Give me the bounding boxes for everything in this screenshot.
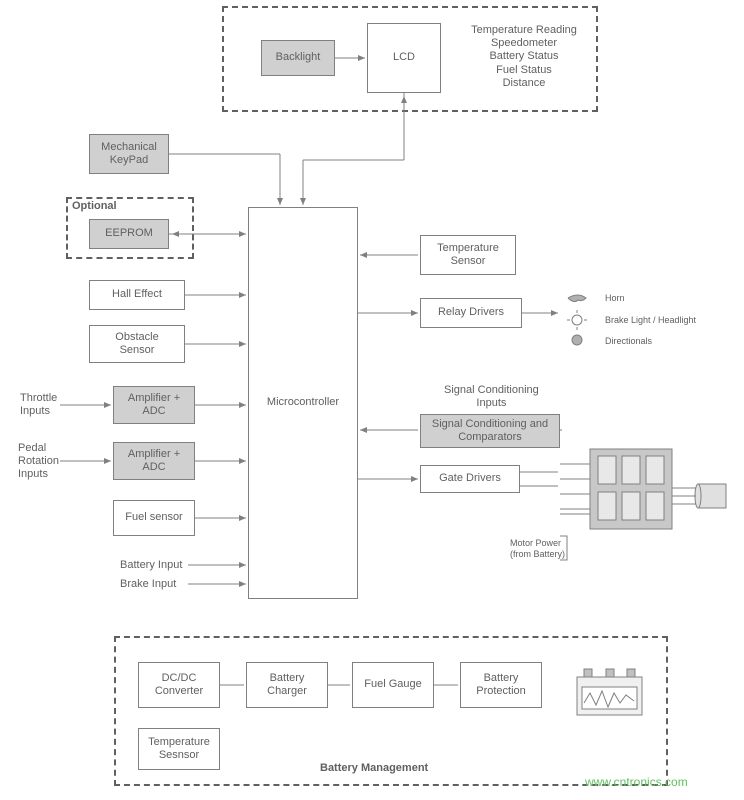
relay-box: Relay Drivers xyxy=(420,298,522,328)
brake-input-label: Brake Input xyxy=(120,578,176,591)
tempsensor-label: Temperature Sensor xyxy=(437,242,499,268)
relay-label: Relay Drivers xyxy=(438,306,504,319)
dcdc-box: DC/DC Converter xyxy=(138,662,220,708)
battcharger-label: Battery Charger xyxy=(267,672,307,698)
lcd-label: LCD xyxy=(393,51,415,64)
amp1-label: Amplifier + ADC xyxy=(128,392,180,418)
optional-label: Optional xyxy=(72,200,117,213)
tempsensor2-label: Temperature Sesnsor xyxy=(148,736,210,762)
gate-box: Gate Drivers xyxy=(420,465,520,493)
backlight-box: Backlight xyxy=(261,40,335,76)
gate-label: Gate Drivers xyxy=(439,472,501,485)
fuelgauge-box: Fuel Gauge xyxy=(352,662,434,708)
tempsensor-box: Temperature Sensor xyxy=(420,235,516,275)
halleffect-label: Hall Effect xyxy=(112,288,162,301)
keypad-label: Mechanical KeyPad xyxy=(101,141,157,167)
motor-power-label: Motor Power (from Battery) xyxy=(510,538,565,560)
amp2-label: Amplifier + ADC xyxy=(128,448,180,474)
battprotect-label: Battery Protection xyxy=(476,672,526,698)
signal-cond-inputs-label: Signal Conditioning Inputs xyxy=(444,384,539,410)
lcd-box: LCD xyxy=(367,23,441,93)
tempsensor2-box: Temperature Sesnsor xyxy=(138,728,220,770)
pedal-label: Pedal Rotation Inputs xyxy=(18,442,59,482)
signal-cond-box: Signal Conditioning and Comparators xyxy=(420,414,560,448)
amp2-box: Amplifier + ADC xyxy=(113,442,195,480)
brakelight-label: Brake Light / Headlight xyxy=(605,315,696,326)
battery-mgmt-title: Battery Management xyxy=(320,762,428,775)
motor-circuit xyxy=(560,444,705,559)
halleffect-box: Hall Effect xyxy=(89,280,185,310)
battcharger-box: Battery Charger xyxy=(246,662,328,708)
fuelgauge-label: Fuel Gauge xyxy=(364,678,421,691)
horn-label: Horn xyxy=(605,293,625,304)
eeprom-label: EEPROM xyxy=(105,227,153,240)
battery-input-label: Battery Input xyxy=(120,559,182,572)
directionals-label: Directionals xyxy=(605,336,652,347)
signal-cond-label: Signal Conditioning and Comparators xyxy=(432,418,548,444)
amp1-box: Amplifier + ADC xyxy=(113,386,195,424)
mcu-box: Microcontroller xyxy=(248,207,358,599)
obstacle-box: Obstacle Sensor xyxy=(89,325,185,363)
features-label: Temperature Reading Speedometer Battery … xyxy=(454,24,594,90)
battery-icon xyxy=(572,665,647,720)
keypad-box: Mechanical KeyPad xyxy=(89,134,169,174)
obstacle-label: Obstacle Sensor xyxy=(115,331,158,357)
fuelsensor-box: Fuel sensor xyxy=(113,500,195,536)
watermark: www.cntronics.com xyxy=(585,775,688,789)
mcu-label: Microcontroller xyxy=(267,396,339,409)
throttle-label: Throttle Inputs xyxy=(20,392,57,418)
battprotect-box: Battery Protection xyxy=(460,662,542,708)
dcdc-label: DC/DC Converter xyxy=(155,672,203,698)
backlight-label: Backlight xyxy=(276,51,321,64)
fuelsensor-label: Fuel sensor xyxy=(125,511,182,524)
eeprom-box: EEPROM xyxy=(89,219,169,249)
